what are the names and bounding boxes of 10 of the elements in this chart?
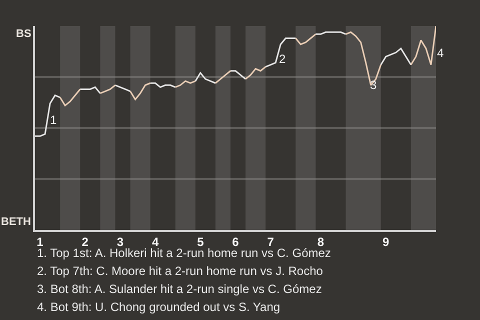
annotation: 3 — [370, 78, 377, 92]
text: BS — [16, 28, 32, 40]
annotation: 2 — [279, 52, 286, 66]
annotation: 1 — [50, 113, 57, 127]
text: 4. Bot 9th: U. Chong grounded out vs S. Yang — [37, 300, 280, 314]
text: BETH — [1, 216, 31, 228]
text: 3. Bot 8th: A. Sulander hit a 2-run single vs C. Gómez — [37, 282, 322, 296]
text: 2. Top 7th: C. Moore hit a 2-run home run vs J. Rocho — [37, 264, 324, 278]
x-tick-label: 9 — [382, 235, 390, 250]
text: 4 — [437, 46, 444, 60]
